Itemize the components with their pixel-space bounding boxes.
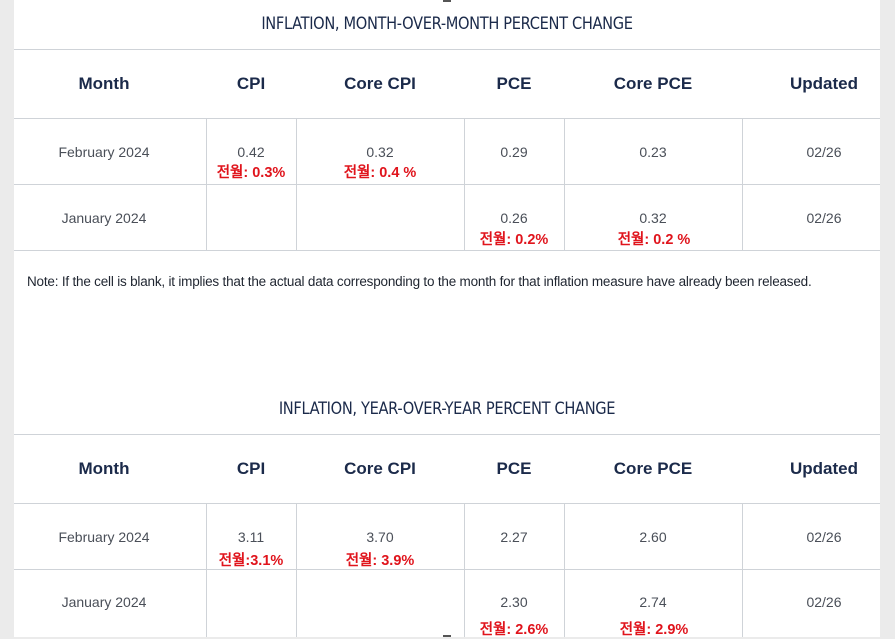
- cell-core-cpi: 3.70: [366, 529, 394, 545]
- previous-month-annotation: 전월:3.1%: [218, 553, 284, 569]
- header-updated: Updated: [790, 74, 858, 93]
- header-pce: PCE: [496, 74, 532, 93]
- cell-month: February 2024: [58, 144, 150, 160]
- cell-core-pce: 2.74: [639, 594, 667, 610]
- cell-pce: 2.30: [500, 594, 528, 610]
- cell-month: January 2024: [61, 594, 147, 610]
- cell-updated: 02/26: [806, 144, 842, 160]
- cell-pce: 0.26: [500, 210, 528, 226]
- cell-core-pce: 0.32: [639, 210, 667, 226]
- cell-month: January 2024: [61, 210, 147, 226]
- previous-month-annotation: 전월: 0.2%: [479, 232, 549, 248]
- cell-cpi: 3.11: [237, 529, 265, 545]
- yoy-table-title: INFLATION, YEAR-OVER-YEAR PERCENT CHANGE: [278, 399, 616, 419]
- cell-month: February 2024: [58, 529, 150, 545]
- cell-core-pce: 0.23: [639, 144, 667, 160]
- divider: [14, 49, 880, 50]
- divider: [14, 118, 880, 119]
- previous-month-annotation: 전월: 3.9%: [345, 553, 415, 569]
- column-divider: [206, 503, 207, 637]
- divider: [14, 250, 880, 251]
- column-divider: [296, 503, 297, 637]
- cell-updated: 02/26: [806, 594, 842, 610]
- previous-month-annotation: 전월: 0.3%: [216, 165, 286, 181]
- column-divider: [564, 118, 565, 250]
- header-updated: Updated: [790, 459, 858, 478]
- edge-mark: [443, 635, 451, 637]
- footnote: Note: If the cell is blank, it implies t…: [27, 274, 812, 289]
- edge-mark: [443, 0, 451, 2]
- inflation-panel: INFLATION, MONTH-OVER-MONTH PERCENT CHAN…: [14, 0, 880, 638]
- header-month: Month: [78, 459, 130, 478]
- column-divider: [296, 118, 297, 250]
- cell-updated: 02/26: [806, 210, 842, 226]
- previous-month-annotation: 전월: 0.4 %: [343, 165, 417, 181]
- header-core-pce: Core PCE: [613, 74, 693, 93]
- cell-cpi: 0.42: [237, 144, 265, 160]
- cell-core-pce: 2.60: [639, 529, 667, 545]
- cell-pce: 2.27: [500, 529, 528, 545]
- cell-core-cpi: 0.32: [366, 144, 394, 160]
- divider: [14, 434, 880, 435]
- mom-table-title: INFLATION, MONTH-OVER-MONTH PERCENT CHAN…: [261, 14, 633, 34]
- header-pce: PCE: [496, 459, 532, 478]
- previous-month-annotation: 전월: 2.9%: [619, 622, 689, 638]
- divider: [14, 503, 880, 504]
- divider: [14, 184, 880, 185]
- header-core-cpi: Core CPI: [344, 459, 416, 478]
- divider: [14, 569, 880, 570]
- header-core-pce: Core PCE: [613, 459, 693, 478]
- column-divider: [742, 503, 743, 637]
- column-divider: [206, 118, 207, 250]
- column-divider: [464, 503, 465, 637]
- header-cpi: CPI: [236, 459, 266, 478]
- header-core-cpi: Core CPI: [344, 74, 416, 93]
- column-divider: [564, 503, 565, 637]
- column-divider: [742, 118, 743, 250]
- column-divider: [464, 118, 465, 250]
- header-month: Month: [78, 74, 130, 93]
- previous-month-annotation: 전월: 2.6%: [479, 622, 549, 638]
- header-cpi: CPI: [236, 74, 266, 93]
- cell-pce: 0.29: [500, 144, 528, 160]
- cell-updated: 02/26: [806, 529, 842, 545]
- previous-month-annotation: 전월: 0.2 %: [617, 232, 691, 248]
